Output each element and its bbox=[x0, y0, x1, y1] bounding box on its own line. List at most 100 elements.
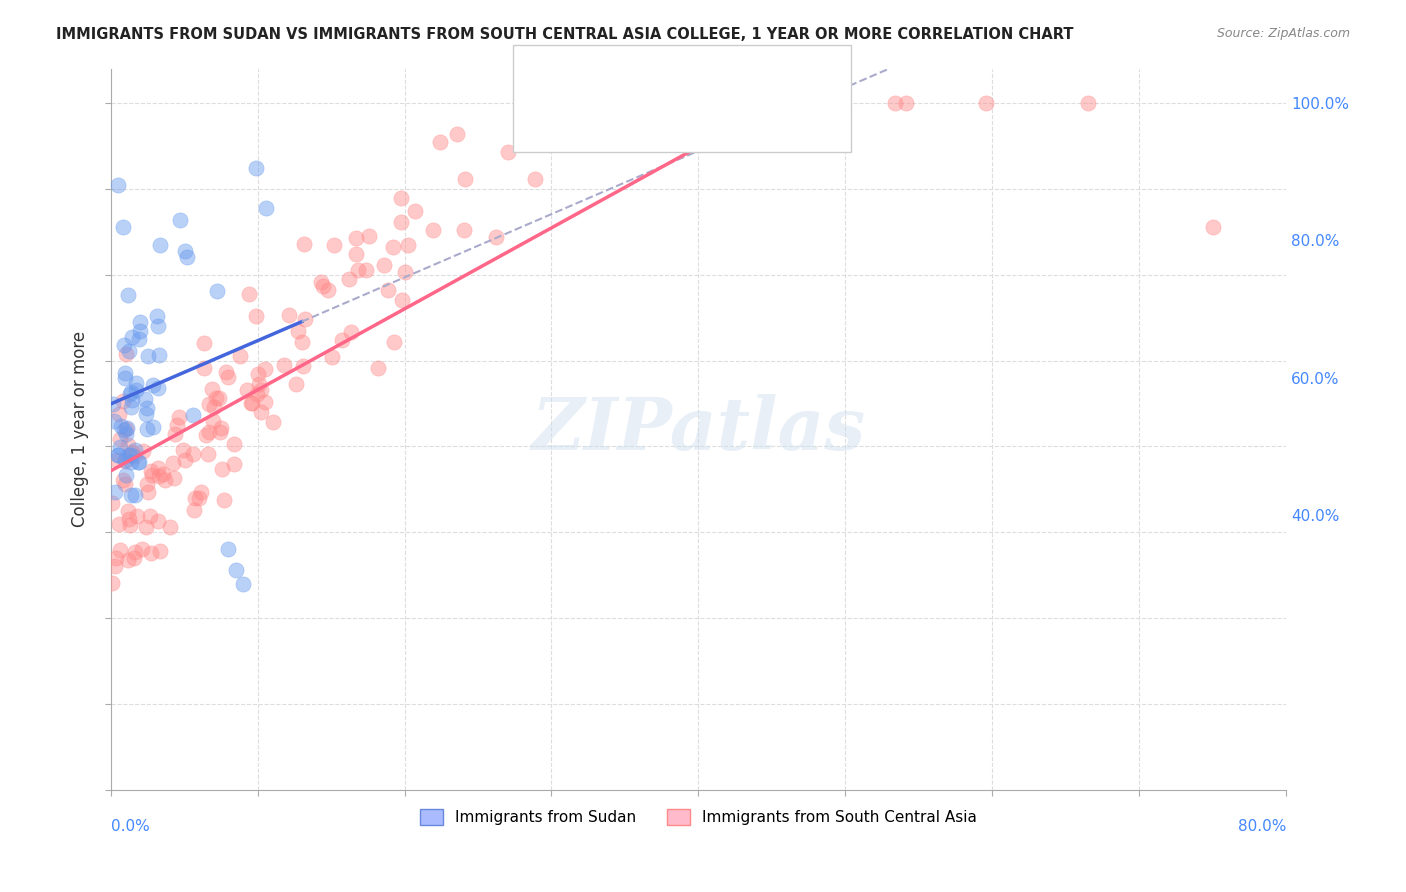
Point bbox=[228, 349, 250, 363]
Point bbox=[202, 401, 225, 415]
Point bbox=[115, 467, 138, 482]
Point bbox=[117, 421, 139, 435]
Point bbox=[346, 263, 368, 277]
Point bbox=[340, 325, 363, 339]
Point bbox=[524, 172, 547, 186]
Point bbox=[163, 470, 186, 484]
Point bbox=[312, 279, 335, 293]
Point bbox=[114, 454, 136, 468]
Point bbox=[146, 381, 169, 395]
Point bbox=[148, 469, 170, 483]
Point bbox=[292, 236, 315, 251]
Point bbox=[292, 359, 315, 374]
Point bbox=[117, 504, 139, 518]
Point bbox=[1201, 219, 1223, 234]
Point bbox=[562, 106, 585, 120]
Point bbox=[190, 484, 212, 499]
Y-axis label: College, 1 year or more: College, 1 year or more bbox=[72, 331, 89, 527]
Point bbox=[211, 462, 233, 476]
Point bbox=[141, 467, 163, 482]
Point bbox=[141, 546, 163, 560]
Text: 80.0%: 80.0% bbox=[1237, 819, 1286, 834]
Point bbox=[121, 392, 143, 407]
Point bbox=[496, 145, 519, 160]
Point bbox=[188, 491, 211, 505]
Point bbox=[262, 415, 284, 429]
Point bbox=[112, 337, 135, 351]
Point bbox=[382, 239, 405, 253]
Point bbox=[124, 442, 146, 457]
Point bbox=[122, 450, 145, 464]
Point bbox=[127, 455, 149, 469]
Point bbox=[173, 453, 195, 467]
Point bbox=[136, 476, 159, 491]
Point bbox=[183, 447, 205, 461]
Point bbox=[118, 448, 141, 462]
Point bbox=[209, 421, 232, 435]
Point bbox=[562, 95, 585, 110]
Point bbox=[172, 443, 194, 458]
Point bbox=[974, 95, 997, 110]
Point bbox=[117, 553, 139, 567]
Point bbox=[896, 95, 918, 110]
Point bbox=[294, 311, 316, 326]
Point bbox=[208, 425, 231, 439]
Point bbox=[108, 433, 131, 447]
Point bbox=[330, 333, 353, 347]
Point bbox=[135, 408, 157, 422]
Point bbox=[173, 244, 195, 258]
Point bbox=[391, 293, 413, 308]
Point bbox=[148, 460, 170, 475]
Point bbox=[131, 541, 153, 556]
Point bbox=[120, 488, 142, 502]
Point bbox=[215, 365, 238, 379]
Point bbox=[128, 455, 150, 469]
Point bbox=[107, 178, 129, 193]
Point bbox=[290, 335, 312, 350]
Point bbox=[117, 438, 139, 452]
Point bbox=[101, 496, 124, 510]
Point bbox=[104, 484, 127, 499]
Point bbox=[121, 444, 143, 458]
Point bbox=[155, 473, 177, 487]
Point bbox=[541, 136, 564, 151]
Point bbox=[169, 213, 191, 227]
Point bbox=[454, 172, 477, 186]
Point bbox=[107, 449, 129, 463]
Point bbox=[101, 397, 124, 411]
Point bbox=[136, 349, 159, 363]
Point bbox=[114, 476, 136, 491]
Point bbox=[136, 422, 159, 436]
Point bbox=[232, 576, 254, 591]
Point bbox=[165, 427, 187, 442]
Point bbox=[285, 376, 308, 391]
Point bbox=[367, 361, 389, 376]
Point bbox=[142, 378, 165, 392]
Point bbox=[212, 492, 235, 507]
Point bbox=[344, 247, 367, 261]
Point bbox=[245, 309, 267, 323]
Point bbox=[1077, 95, 1099, 110]
Point bbox=[136, 485, 159, 500]
Point bbox=[277, 308, 299, 322]
Point bbox=[120, 448, 142, 462]
Point bbox=[139, 509, 162, 524]
Point bbox=[107, 407, 129, 421]
Point bbox=[148, 348, 170, 362]
Point bbox=[115, 347, 138, 361]
Point bbox=[217, 542, 239, 557]
Point bbox=[205, 392, 228, 406]
Point bbox=[184, 491, 207, 505]
Point bbox=[162, 456, 184, 470]
Point bbox=[121, 455, 143, 469]
Point bbox=[359, 229, 381, 244]
Point bbox=[176, 250, 198, 264]
Point bbox=[404, 204, 426, 219]
Point bbox=[538, 95, 561, 110]
Point bbox=[240, 396, 263, 410]
Point bbox=[146, 319, 169, 334]
Point bbox=[287, 324, 309, 338]
Point bbox=[389, 191, 412, 205]
Point bbox=[135, 520, 157, 534]
Legend: Immigrants from Sudan, Immigrants from South Central Asia: Immigrants from Sudan, Immigrants from S… bbox=[412, 802, 984, 833]
